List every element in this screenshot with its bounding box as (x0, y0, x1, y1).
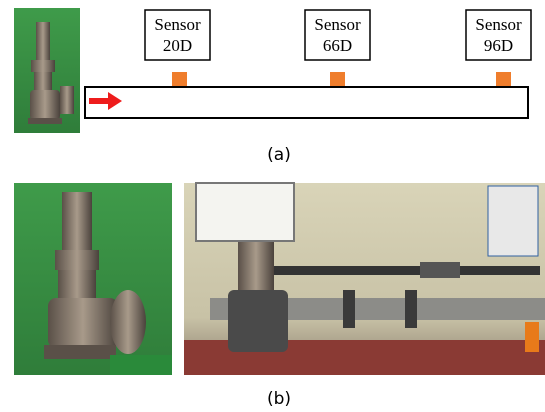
sensor: Sensor 96D (466, 10, 531, 86)
sensor-label: Sensor (475, 15, 522, 34)
sensor-label: Sensor (314, 15, 361, 34)
sensor-position: 66D (323, 36, 352, 55)
caption: (b) (267, 389, 291, 409)
sensor-label: Sensor (154, 15, 201, 34)
sensor-position: 96D (484, 36, 513, 55)
sensor-position: 20D (163, 36, 192, 55)
test-rig-photo (184, 183, 545, 375)
sensor-mount (496, 72, 511, 86)
pipe (85, 87, 528, 118)
valve-photo (14, 183, 172, 375)
sensor: Sensor 20D (145, 10, 210, 86)
valve-photo-small (14, 8, 80, 133)
sensor-mount (172, 72, 187, 86)
caption: (a) (267, 145, 291, 165)
figure: Sensor 20D Sensor 66D Sensor 96D (a) (0, 0, 545, 412)
sensor-mount (330, 72, 345, 86)
sensor: Sensor 66D (305, 10, 370, 86)
